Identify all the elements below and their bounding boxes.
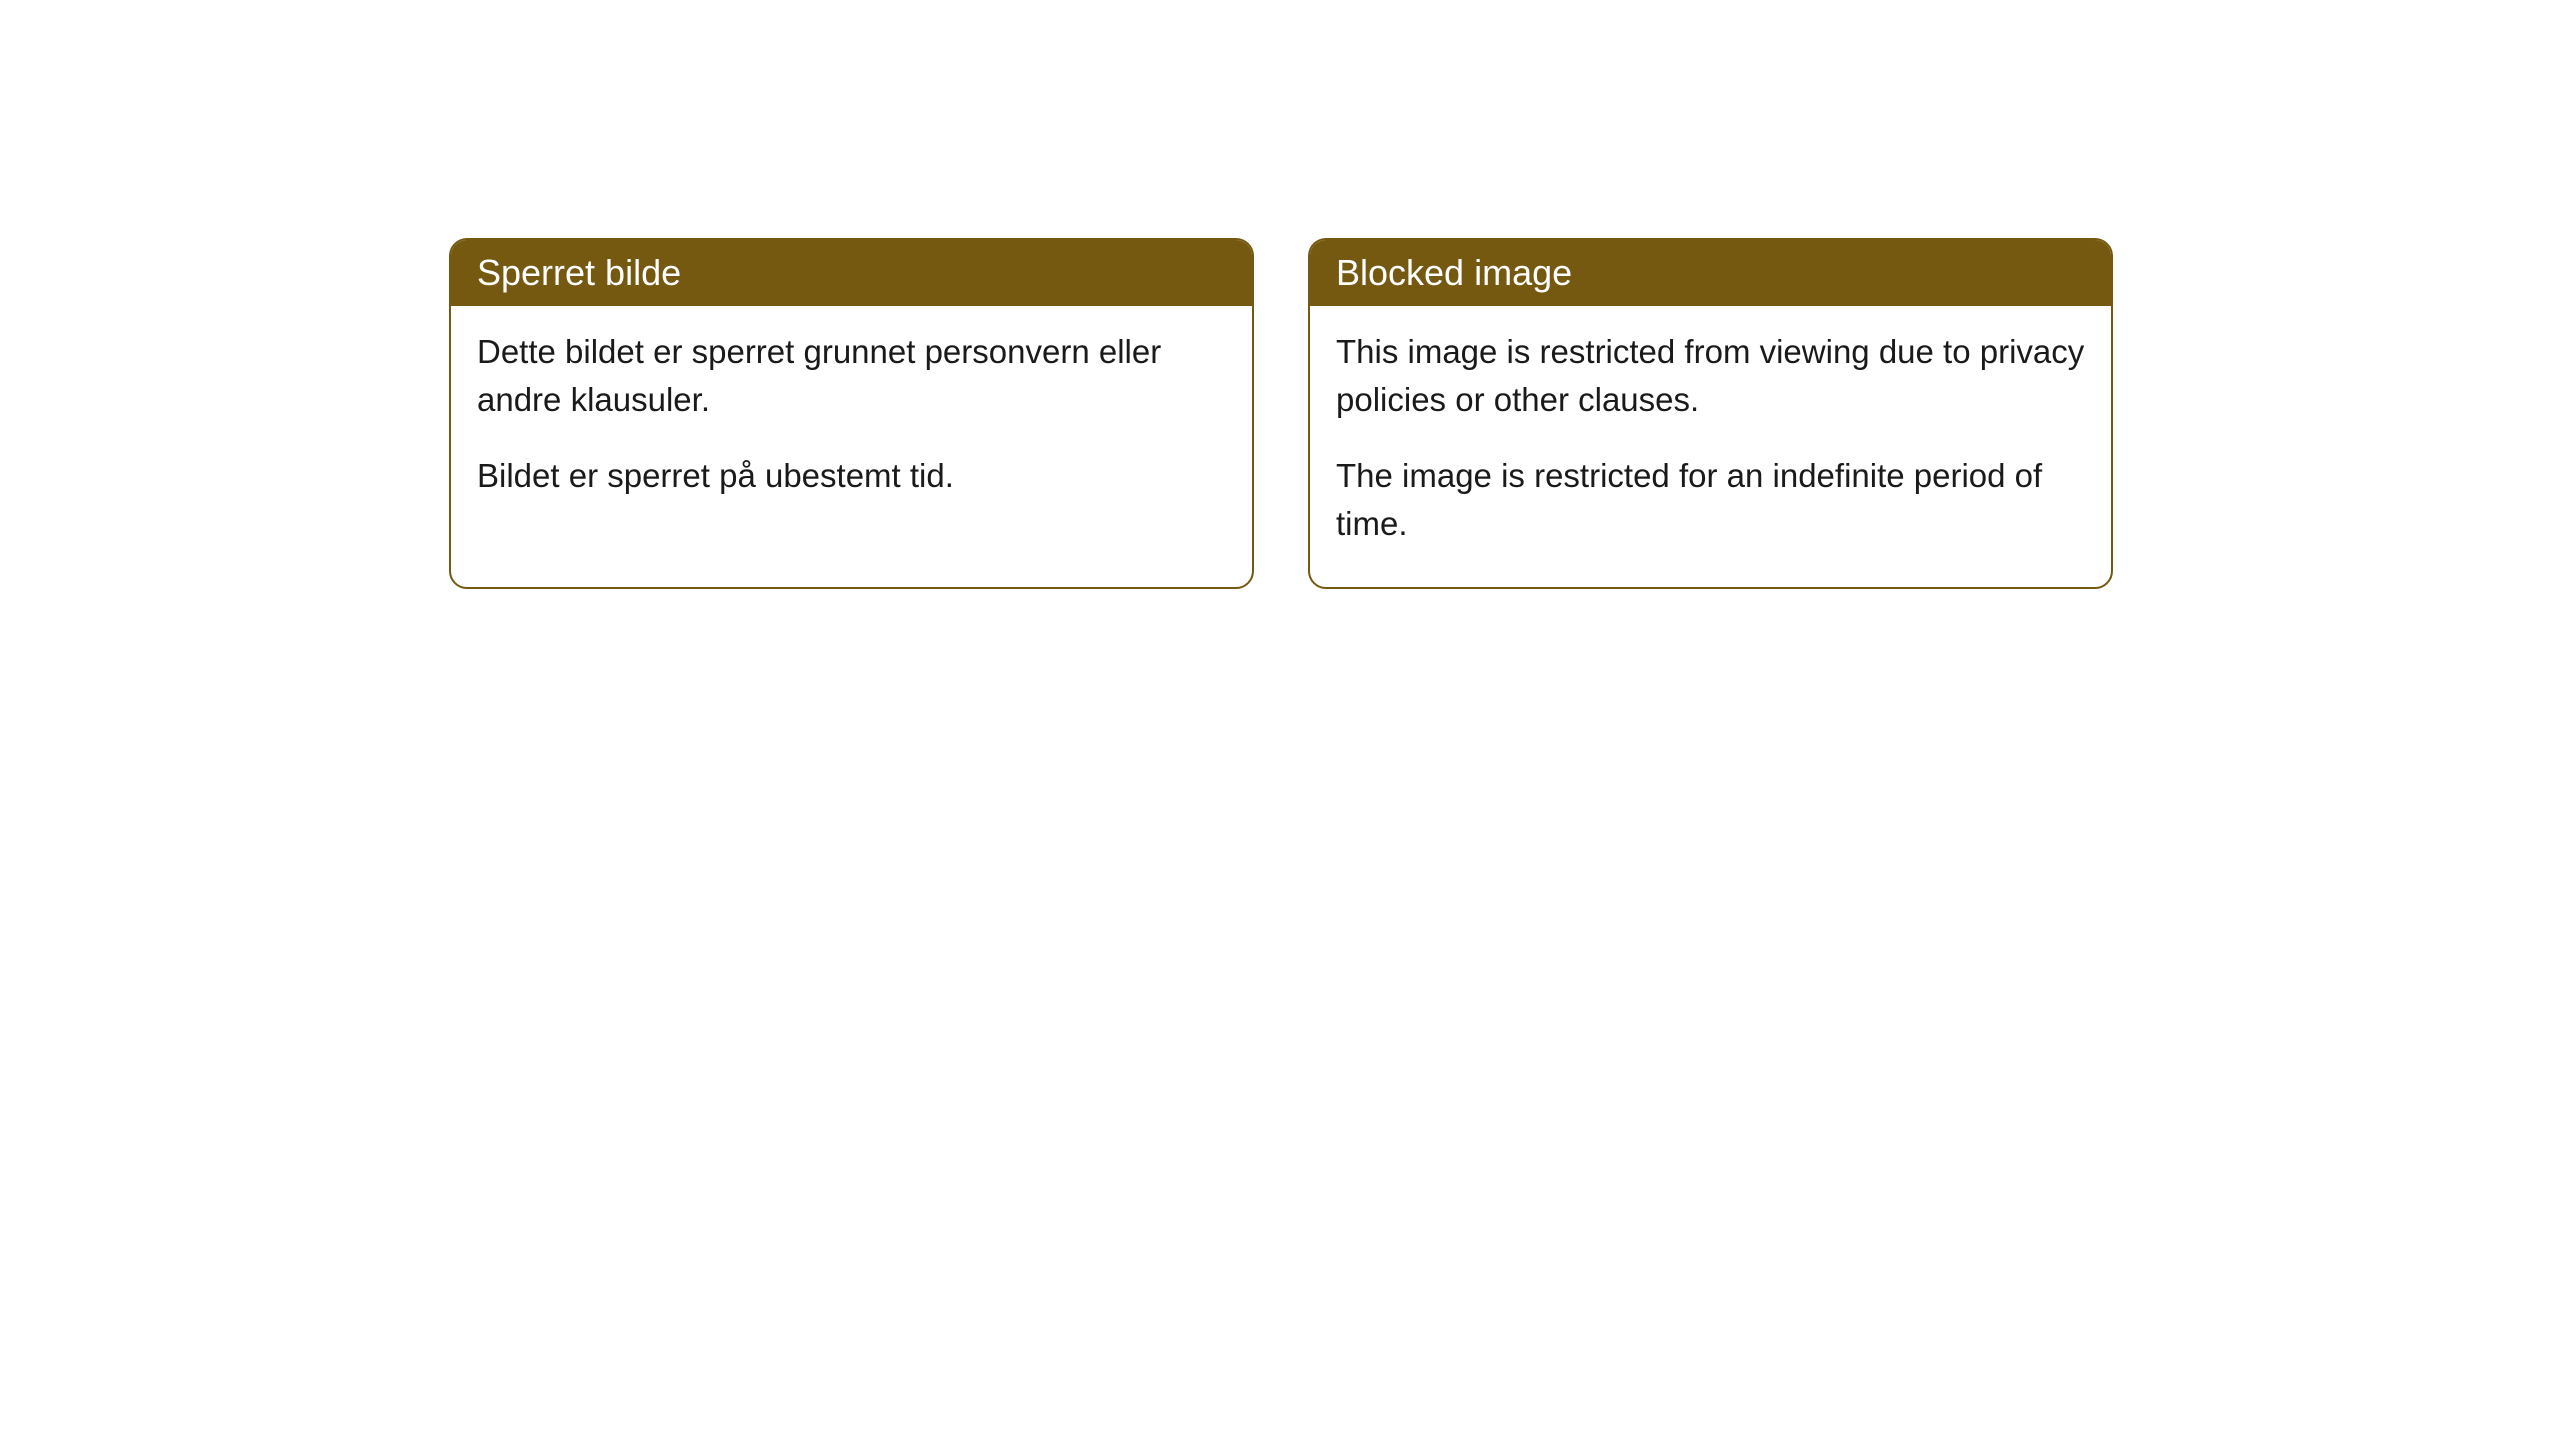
card-paragraph-2-norwegian: Bildet er sperret på ubestemt tid. bbox=[477, 452, 1226, 500]
card-title-norwegian: Sperret bilde bbox=[477, 252, 681, 293]
card-paragraph-2-english: The image is restricted for an indefinit… bbox=[1336, 452, 2085, 548]
card-paragraph-1-english: This image is restricted from viewing du… bbox=[1336, 328, 2085, 424]
cards-container: Sperret bilde Dette bildet er sperret gr… bbox=[449, 238, 2113, 589]
card-body-norwegian: Dette bildet er sperret grunnet personve… bbox=[451, 306, 1252, 540]
card-header-english: Blocked image bbox=[1310, 240, 2111, 306]
card-paragraph-1-norwegian: Dette bildet er sperret grunnet personve… bbox=[477, 328, 1226, 424]
card-english: Blocked image This image is restricted f… bbox=[1308, 238, 2113, 589]
card-title-english: Blocked image bbox=[1336, 252, 1572, 293]
card-header-norwegian: Sperret bilde bbox=[451, 240, 1252, 306]
card-body-english: This image is restricted from viewing du… bbox=[1310, 306, 2111, 587]
card-norwegian: Sperret bilde Dette bildet er sperret gr… bbox=[449, 238, 1254, 589]
